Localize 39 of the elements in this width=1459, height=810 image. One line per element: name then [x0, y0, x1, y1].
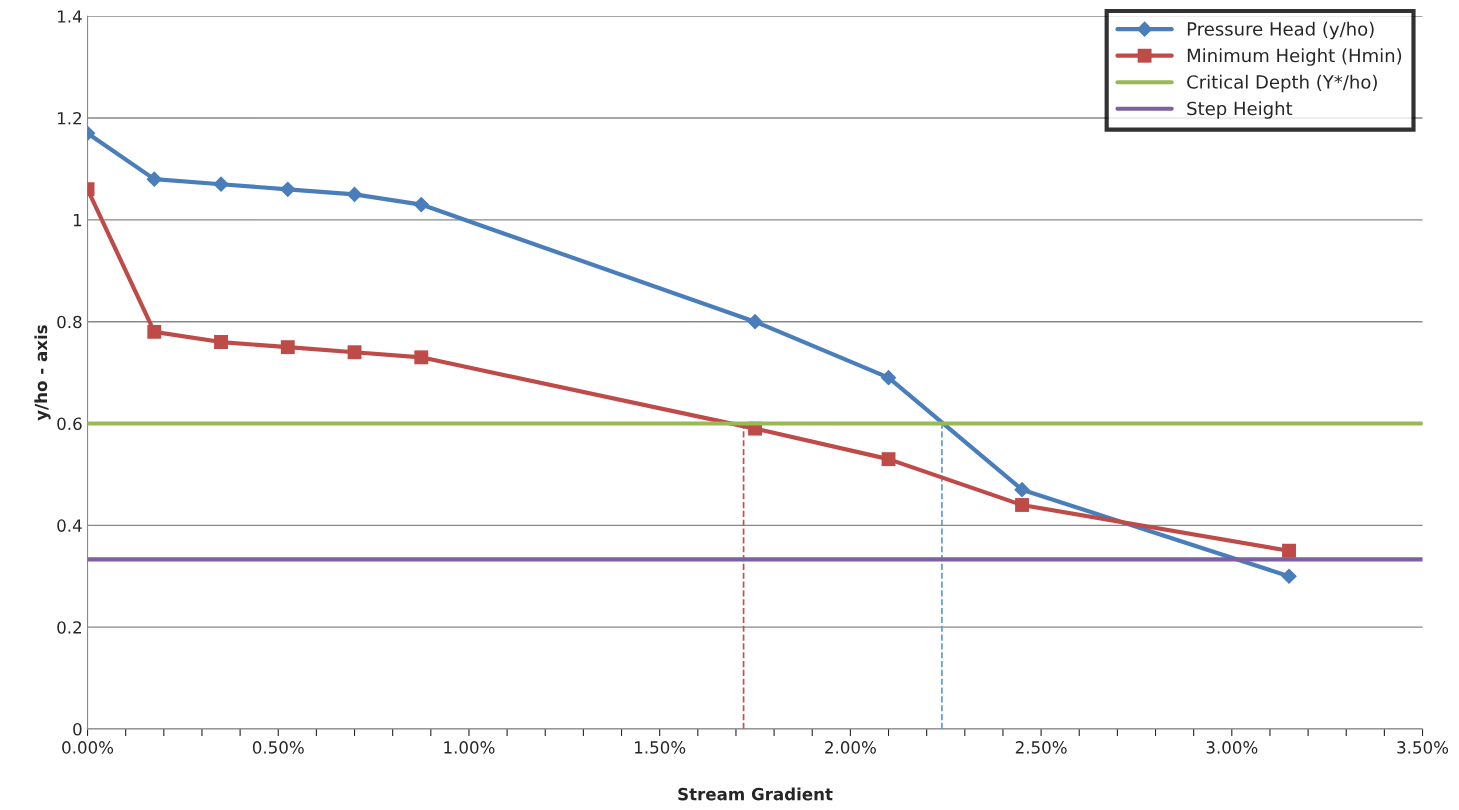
point [1282, 543, 1296, 558]
y-tick-label: 0.4 [57, 519, 82, 532]
legend-label: Critical Depth (Y*/ho) [1187, 74, 1377, 93]
point [1015, 498, 1029, 512]
point [146, 171, 163, 187]
x-tick-label: 0.00% [62, 741, 114, 754]
x-axis-title: Stream Gradient [678, 787, 833, 801]
point [280, 340, 295, 355]
point [1014, 481, 1030, 498]
x-tick-label: 3.00% [1206, 741, 1258, 754]
y-tick-label: 0 [73, 722, 82, 736]
point [747, 313, 763, 330]
y-tick-label: 1 [73, 214, 82, 227]
x-tick-label: 3.50% [1397, 741, 1449, 754]
point [147, 324, 162, 339]
y-tick-label: 0.8 [57, 315, 82, 329]
point [279, 181, 296, 198]
point [214, 335, 228, 349]
point [413, 196, 430, 213]
y-tick-label: 0.2 [57, 621, 82, 634]
y-tick-label: 0.6 [57, 417, 82, 431]
point [881, 452, 896, 467]
point [1281, 568, 1297, 585]
x-tick-label: 1.50% [635, 741, 686, 754]
point [347, 345, 362, 360]
x-tick-label: 0.50% [252, 741, 304, 754]
x-tick-label: 2.50% [1015, 741, 1067, 754]
point [213, 176, 229, 193]
legend-label: Step Height [1187, 101, 1293, 119]
point [880, 369, 897, 386]
y-tick-label: 1.2 [58, 111, 82, 125]
y-tick-label: 1.4 [58, 10, 82, 23]
legend-label: Minimum Height (Hmin) [1187, 48, 1402, 66]
point [414, 350, 429, 365]
point [346, 186, 363, 203]
x-tick-label: 1.00% [444, 741, 495, 754]
legend-label: Pressure Head (y/ho) [1187, 21, 1374, 40]
y-axis-title: y/ho - axis [34, 325, 51, 421]
x-tick-label: 2.00% [825, 741, 876, 754]
